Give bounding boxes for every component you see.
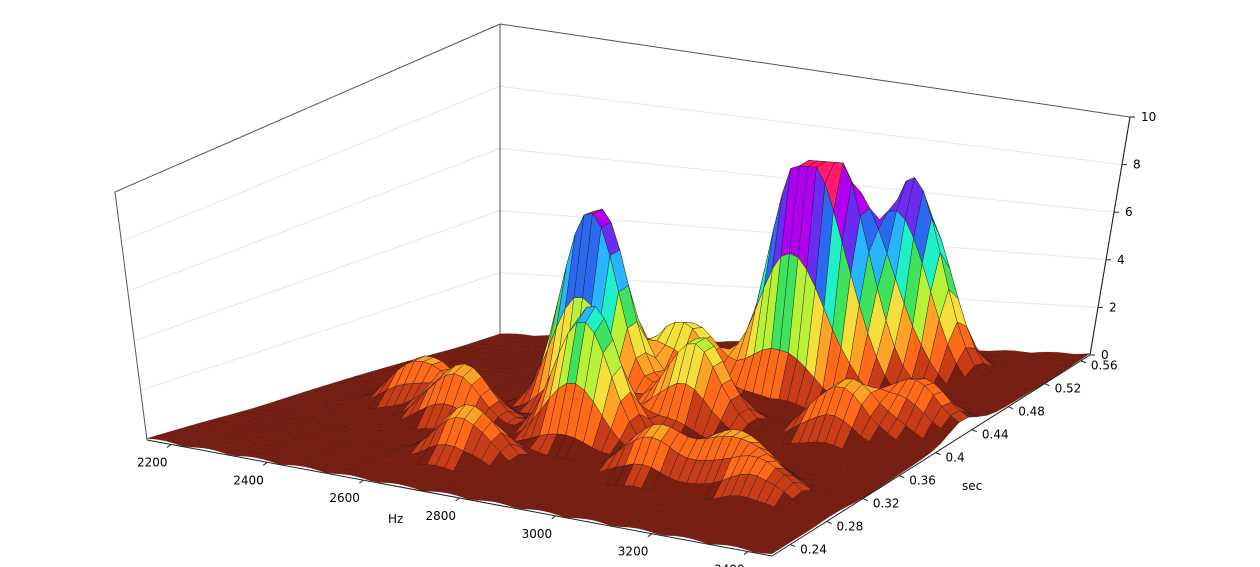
y-tick — [862, 498, 869, 502]
y-tick-label: 0.48 — [1018, 405, 1045, 419]
x-tick — [743, 551, 749, 555]
x-tick — [455, 497, 460, 502]
y-tick-label: 0.52 — [1055, 382, 1082, 396]
y-tick — [1080, 360, 1087, 364]
z-tick-label: 6 — [1125, 205, 1133, 219]
y-tick-label: 0.32 — [873, 497, 900, 511]
y-axis-line — [771, 354, 1091, 557]
y-tick — [935, 452, 941, 456]
y-tick-label: 0.4 — [946, 451, 965, 465]
y-tick-label: 0.44 — [982, 428, 1009, 442]
y-tick — [1044, 383, 1050, 387]
x-tick — [551, 515, 556, 520]
z-tick-label: 0 — [1101, 348, 1109, 362]
x-tick-label: 3400 — [714, 563, 745, 567]
z-axis-line — [1089, 116, 1131, 356]
x-tick-label: 2800 — [426, 509, 457, 523]
x-tick — [359, 479, 364, 484]
left-wall — [115, 24, 500, 440]
z-tick-label: 2 — [1109, 300, 1117, 314]
surface-cell — [762, 547, 782, 554]
z-tick-label: 8 — [1133, 158, 1141, 172]
z-tick-label: 10 — [1141, 110, 1156, 124]
y-axis-label: sec — [962, 479, 982, 493]
x-tick — [262, 461, 268, 466]
x-tick-label: 3200 — [618, 545, 649, 559]
y-tick-label: 0.56 — [1091, 359, 1118, 373]
y-tick-label: 0.28 — [837, 520, 864, 534]
x-tick — [647, 533, 653, 538]
y-tick — [899, 475, 905, 479]
axes: 2200 2400 2600 2800 3000 3200 3400 0.24 0.28 0.32… — [137, 110, 1156, 567]
surface-mesh — [146, 159, 1091, 554]
y-tick-label: 0.36 — [909, 474, 936, 488]
y-tick — [971, 429, 978, 433]
z-tick-label: 4 — [1117, 253, 1125, 267]
x-tick-label: 2200 — [137, 455, 168, 469]
x-axis-label: Hz — [388, 512, 403, 526]
x-tick-label: 3000 — [522, 527, 553, 541]
x-tick-label: 2600 — [329, 491, 360, 505]
x-tick-label: 2400 — [233, 473, 264, 487]
x-tick — [166, 444, 172, 448]
y-tick — [789, 544, 796, 547]
y-tick — [826, 521, 832, 525]
y-tick-label: 0.24 — [800, 543, 827, 557]
y-tick — [1008, 406, 1014, 410]
